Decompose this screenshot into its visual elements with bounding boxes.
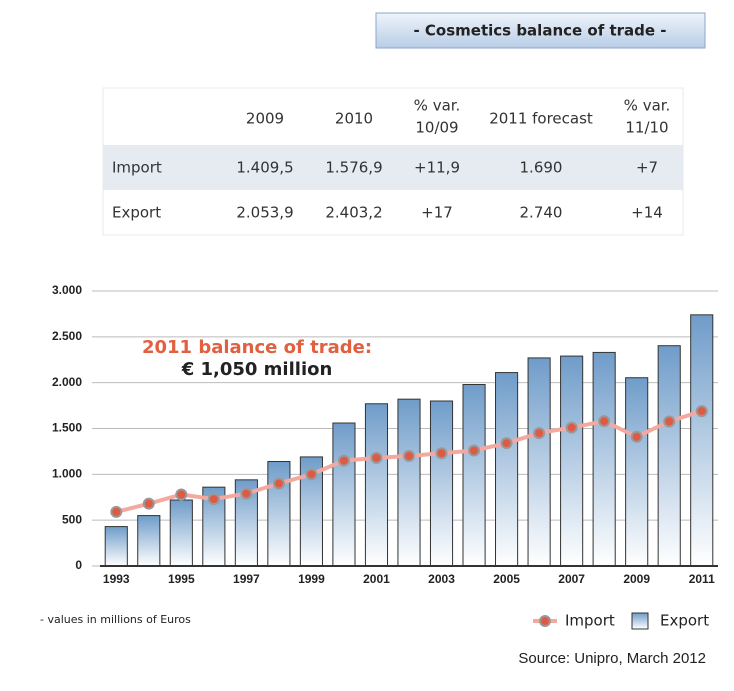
y-tick-label: 1.000 bbox=[52, 467, 82, 481]
bar bbox=[495, 372, 519, 567]
x-tick-label: 1993 bbox=[103, 572, 130, 586]
table-header: 2010 bbox=[335, 110, 373, 128]
bar bbox=[592, 351, 616, 567]
table-header: % var. bbox=[624, 97, 671, 115]
legend-label: Export bbox=[660, 612, 709, 630]
title-box bbox=[375, 12, 706, 49]
marker bbox=[305, 468, 318, 481]
table-cell: 2.053,9 bbox=[236, 204, 293, 222]
marker bbox=[468, 444, 481, 457]
marker bbox=[272, 477, 285, 490]
x-tick-label: 2009 bbox=[623, 572, 650, 586]
legend-label: Import bbox=[565, 612, 615, 630]
marker bbox=[598, 415, 611, 428]
table-cell: 1.409,5 bbox=[236, 159, 293, 177]
table-header: 11/10 bbox=[625, 119, 668, 137]
table-header: 10/09 bbox=[415, 119, 458, 137]
y-tick-label: 2.000 bbox=[52, 375, 82, 389]
x-tick-label: 2003 bbox=[428, 572, 455, 586]
source: Source: Unipro, March 2012 bbox=[518, 650, 706, 667]
bar bbox=[137, 515, 161, 567]
marker bbox=[370, 451, 383, 464]
table-cell: 2.740 bbox=[520, 204, 563, 222]
marker bbox=[630, 430, 643, 443]
note: - values in millions of Euros bbox=[40, 613, 191, 626]
bar bbox=[332, 422, 356, 567]
table-cell: 1.690 bbox=[520, 159, 563, 177]
marker bbox=[695, 405, 708, 418]
x-tick-label: 2007 bbox=[558, 572, 585, 586]
table-row-band bbox=[103, 145, 683, 190]
bar bbox=[169, 499, 193, 567]
marker bbox=[142, 497, 155, 510]
title: - Cosmetics balance of trade - bbox=[413, 22, 666, 40]
marker bbox=[110, 505, 123, 518]
x-tick-label: 2005 bbox=[493, 572, 520, 586]
marker bbox=[175, 488, 188, 501]
bar bbox=[560, 355, 584, 567]
bar bbox=[462, 384, 486, 567]
bar bbox=[625, 377, 649, 567]
bar bbox=[429, 400, 454, 567]
table-cell: +7 bbox=[636, 159, 658, 177]
marker bbox=[565, 421, 578, 434]
table-cell: +17 bbox=[421, 204, 453, 222]
bar bbox=[104, 526, 128, 567]
y-tick-label: 0 bbox=[75, 558, 82, 572]
bar bbox=[657, 345, 681, 567]
table-header: % var. bbox=[414, 97, 461, 115]
bar bbox=[397, 398, 421, 567]
marker bbox=[337, 454, 350, 467]
x-tick-label: 2001 bbox=[363, 572, 390, 586]
marker bbox=[533, 427, 546, 440]
y-tick-label: 2.500 bbox=[52, 329, 82, 343]
marker bbox=[207, 493, 220, 506]
x-tick-label: 1999 bbox=[298, 572, 325, 586]
legend-marker bbox=[539, 615, 551, 627]
y-tick-label: 3.000 bbox=[52, 283, 82, 297]
bar bbox=[364, 403, 389, 567]
bar bbox=[527, 357, 551, 567]
bar bbox=[690, 314, 714, 567]
x-tick-label: 1997 bbox=[233, 572, 260, 586]
table-cell: +14 bbox=[631, 204, 663, 222]
table-cell: 1.576,9 bbox=[325, 159, 382, 177]
marker bbox=[663, 415, 676, 428]
bar bbox=[267, 461, 291, 567]
annotation: € 1,050 million bbox=[181, 359, 333, 380]
table-cell: 2.403,2 bbox=[325, 204, 382, 222]
y-tick-label: 1.500 bbox=[52, 421, 82, 435]
annotation: 2011 balance of trade: bbox=[142, 337, 372, 358]
x-tick-label: 1995 bbox=[168, 572, 195, 586]
y-tick-label: 500 bbox=[62, 512, 82, 526]
table-header: 2009 bbox=[246, 110, 284, 128]
marker bbox=[500, 437, 513, 450]
legend-swatch bbox=[631, 612, 649, 630]
table-header: 2011 forecast bbox=[489, 110, 593, 128]
x-tick-label: 2011 bbox=[689, 572, 715, 586]
row-label: Export bbox=[112, 204, 161, 222]
marker bbox=[435, 447, 448, 460]
marker bbox=[240, 487, 253, 500]
marker bbox=[403, 450, 415, 462]
row-label: Import bbox=[112, 159, 162, 177]
table-cell: +11,9 bbox=[414, 159, 460, 177]
